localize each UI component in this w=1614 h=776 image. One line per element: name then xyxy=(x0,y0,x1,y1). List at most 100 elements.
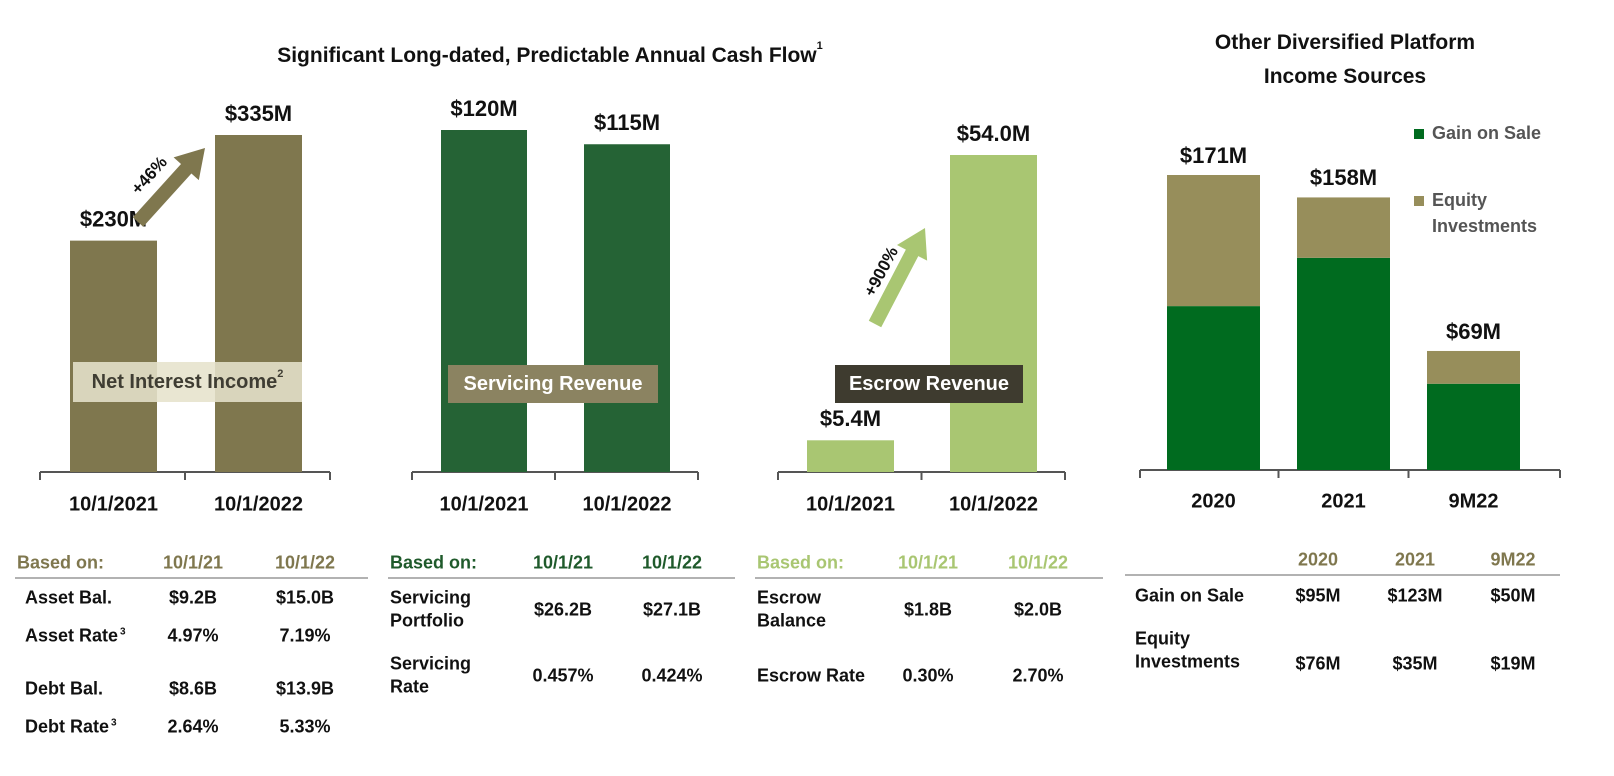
series-label: Servicing Revenue xyxy=(464,373,643,395)
value-label: $5.4M xyxy=(820,406,881,431)
table-row-label-text: Escrow Rate xyxy=(757,665,866,686)
table-row-label: Debt Rate 3 xyxy=(25,715,185,738)
table-column-header: 2020 xyxy=(1297,549,1339,570)
category-label: 9M22 xyxy=(1448,490,1498,512)
category-label: 10/1/2022 xyxy=(214,493,303,515)
chart-title: Other Diversified Platform Income Source… xyxy=(1214,31,1476,88)
table-cell: $76M xyxy=(1295,653,1341,674)
bar xyxy=(807,440,894,472)
table-cell: $2.0B xyxy=(1013,599,1063,620)
main-title-text: Significant Long-dated, Predictable Annu… xyxy=(277,44,817,67)
table-row-label: Servicing Rate xyxy=(390,653,500,700)
series-label: Net Interest Income2 xyxy=(92,368,284,393)
bar xyxy=(70,240,157,472)
table-cell: $123M xyxy=(1387,585,1443,606)
table-column-header: 9M22 xyxy=(1490,549,1536,570)
bar xyxy=(441,130,527,472)
table-row-label-text: Equity Investments xyxy=(1135,628,1241,672)
table-row-label-text: Servicing Rate xyxy=(390,653,472,697)
series-label-note: 2 xyxy=(277,368,283,380)
table-cell: 0.424% xyxy=(641,665,703,686)
table-row-note: 3 xyxy=(120,626,126,638)
series-label-box xyxy=(835,365,1023,403)
title-note: 1 xyxy=(817,40,823,52)
table-cell: 4.97% xyxy=(167,625,219,646)
table-row-label-text: Gain on Sale xyxy=(1135,585,1245,606)
table-cell: $13.9B xyxy=(275,678,335,699)
table-column-header: 10/1/22 xyxy=(1007,552,1069,573)
bar-segment xyxy=(1427,350,1520,384)
table-column-header: 10/1/21 xyxy=(897,552,959,573)
table-cell: 0.30% xyxy=(902,665,954,686)
table-cell: 2.70% xyxy=(1012,665,1064,686)
series-label-text: Escrow Revenue xyxy=(849,373,1009,395)
growth-arrow xyxy=(868,228,928,328)
category-label: 2020 xyxy=(1191,490,1236,512)
table-row-label-text: Escrow Balance xyxy=(757,587,827,631)
table-column-header: 10/1/21 xyxy=(532,552,594,573)
table-cell: 2.64% xyxy=(167,716,219,737)
table-header-label: Based on: xyxy=(757,552,845,573)
value-label: $335M xyxy=(225,101,292,126)
table-row-label: Asset Rate 3 xyxy=(25,624,185,647)
table-cell: $15.0B xyxy=(275,587,335,608)
table-row-label-text: Debt Rate xyxy=(25,716,110,737)
category-label: 10/1/2021 xyxy=(440,493,529,515)
value-label: $115M xyxy=(594,110,660,135)
table-row-label-text: Asset Rate xyxy=(25,625,119,646)
table-row-label: Escrow Rate xyxy=(757,664,957,687)
table-row-label: Debt Bal. xyxy=(25,677,185,700)
table-cell: 7.19% xyxy=(279,625,331,646)
table-cell: $1.8B xyxy=(903,599,953,620)
table-cell: $35M xyxy=(1392,653,1438,674)
legend-label: Gain on Sale xyxy=(1432,123,1542,143)
table-column-header: 10/1/22 xyxy=(641,552,703,573)
table-cell: 5.33% xyxy=(279,716,331,737)
table-cell: $95M xyxy=(1295,585,1341,606)
value-label: $120M xyxy=(450,96,517,121)
table-cell: $26.2B xyxy=(533,599,593,620)
category-label: 10/1/2021 xyxy=(806,493,895,515)
legend-swatch xyxy=(1414,196,1424,206)
total-label: $171M xyxy=(1180,143,1247,168)
table-column-header: 10/1/21 xyxy=(162,552,224,573)
table-cell: $19M xyxy=(1490,653,1536,674)
table-row-label-text: Asset Bal. xyxy=(25,587,113,608)
table-cell: $27.1B xyxy=(642,599,702,620)
table-cell: 0.457% xyxy=(532,665,594,686)
table-column-header: 2021 xyxy=(1394,549,1436,570)
table-row-label: Asset Bal. xyxy=(25,586,185,609)
bar-segment xyxy=(1427,383,1520,470)
table-row-label: Escrow Balance xyxy=(757,587,867,634)
table-row-note: 3 xyxy=(111,717,117,729)
series-label: Escrow Revenue xyxy=(849,373,1009,395)
table-cell: $50M xyxy=(1490,585,1536,606)
series-label-box xyxy=(448,365,658,403)
total-label: $158M xyxy=(1310,165,1377,190)
category-label: 10/1/2021 xyxy=(69,493,158,515)
bar xyxy=(215,135,302,472)
value-label: $54.0M xyxy=(957,121,1030,146)
table-header-label: Based on: xyxy=(17,552,105,573)
bar xyxy=(584,144,670,472)
bar-segment xyxy=(1167,306,1260,470)
bar-segment xyxy=(1167,175,1260,307)
table-row-label-text: Servicing Portfolio xyxy=(390,587,472,631)
table-cell: $9.2B xyxy=(168,587,218,608)
table-row-label: Servicing Portfolio xyxy=(390,587,500,634)
main-title: Significant Long-dated, Predictable Annu… xyxy=(277,40,823,67)
category-label: 10/1/2022 xyxy=(583,493,672,515)
table-header-label: Based on: xyxy=(390,552,478,573)
series-label-box xyxy=(73,362,302,402)
category-label: 10/1/2022 xyxy=(949,493,1038,515)
total-label: $69M xyxy=(1446,319,1501,344)
table-column-header: 10/1/22 xyxy=(274,552,336,573)
legend-label: Equity Investments xyxy=(1432,190,1538,236)
table-cell: $8.6B xyxy=(168,678,218,699)
table-row-label-text: Debt Bal. xyxy=(25,678,104,699)
bar-segment xyxy=(1297,257,1390,470)
category-label: 2021 xyxy=(1321,490,1366,512)
bar xyxy=(950,155,1037,472)
